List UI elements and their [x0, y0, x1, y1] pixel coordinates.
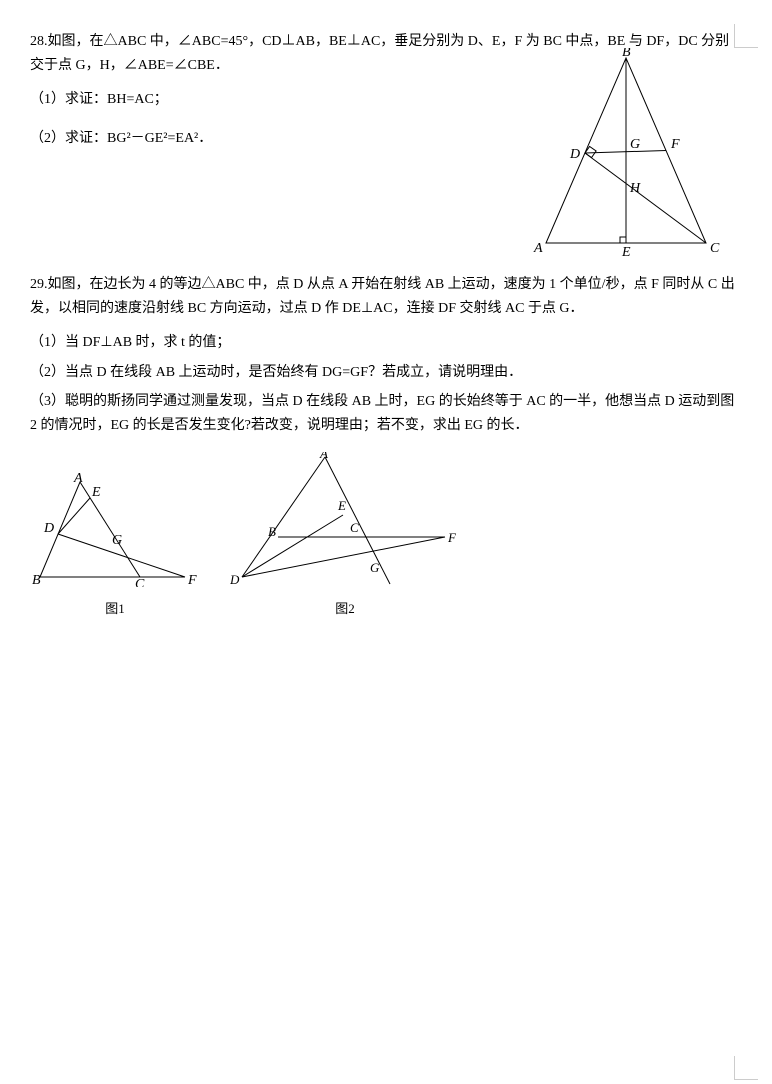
- label-F: F: [670, 137, 680, 152]
- page-corner-mark: [734, 24, 758, 48]
- figure-29-1-svg: A B C D E F G: [30, 472, 200, 587]
- label-B1: B: [32, 573, 41, 587]
- label-C: C: [710, 241, 720, 256]
- figure-28-svg: B A C D E F G H: [526, 48, 726, 258]
- figure-29-1-caption: 图1: [30, 598, 200, 620]
- label-C1: C: [135, 577, 145, 587]
- problem-29-q2: （2）当点 D 在线段 AB 上运动时，是否始终有 DG=GF？若成立，请说明理…: [30, 361, 742, 385]
- label-E1: E: [91, 485, 101, 500]
- label-D: D: [569, 147, 580, 162]
- label-F1: F: [187, 573, 197, 587]
- problem-29-q1: （1）当 DF⊥AB 时，求 t 的值；: [30, 331, 742, 355]
- figure-29-row: A B C D E F G 图1: [30, 452, 742, 620]
- problem-28-row: （1）求证：BH=AC； （2）求证：BG²－GE²=EA²．: [30, 88, 742, 152]
- page-corner-mark-bottom: [734, 1056, 758, 1080]
- label-B2: B: [268, 524, 276, 539]
- problem-29-stem: 29.如图，在边长为 4 的等边△ABC 中，点 D 从点 A 开始在射线 AB…: [30, 273, 742, 321]
- label-A2: A: [319, 452, 328, 461]
- label-A: A: [533, 241, 543, 256]
- label-G: G: [630, 137, 640, 152]
- label-H: H: [629, 181, 641, 196]
- label-B: B: [622, 48, 631, 60]
- figure-29-2-caption: 图2: [230, 598, 460, 620]
- figure-29-2: A B C D E F G 图2: [230, 452, 460, 620]
- label-D2: D: [230, 572, 240, 587]
- problem-28: 28.如图，在△ABC 中，∠ABC=45°，CD⊥AB，BE⊥AC，垂足分别为…: [30, 30, 742, 151]
- label-F2: F: [447, 530, 457, 545]
- label-E: E: [621, 245, 631, 258]
- label-E2: E: [337, 498, 346, 513]
- figure-29-2-svg: A B C D E F G: [230, 452, 460, 587]
- label-G1: G: [112, 533, 122, 548]
- label-A1: A: [73, 472, 83, 486]
- label-D1: D: [43, 521, 54, 536]
- label-G2: G: [370, 560, 380, 575]
- figure-29-1: A B C D E F G 图1: [30, 472, 200, 620]
- problem-29: 29.如图，在边长为 4 的等边△ABC 中，点 D 从点 A 开始在射线 AB…: [30, 273, 742, 620]
- label-C2: C: [350, 520, 359, 535]
- figure-28: B A C D E F G H: [526, 48, 726, 258]
- problem-29-q3: （3）聪明的斯扬同学通过测量发现，当点 D 在线段 AB 上时，EG 的长始终等…: [30, 390, 742, 438]
